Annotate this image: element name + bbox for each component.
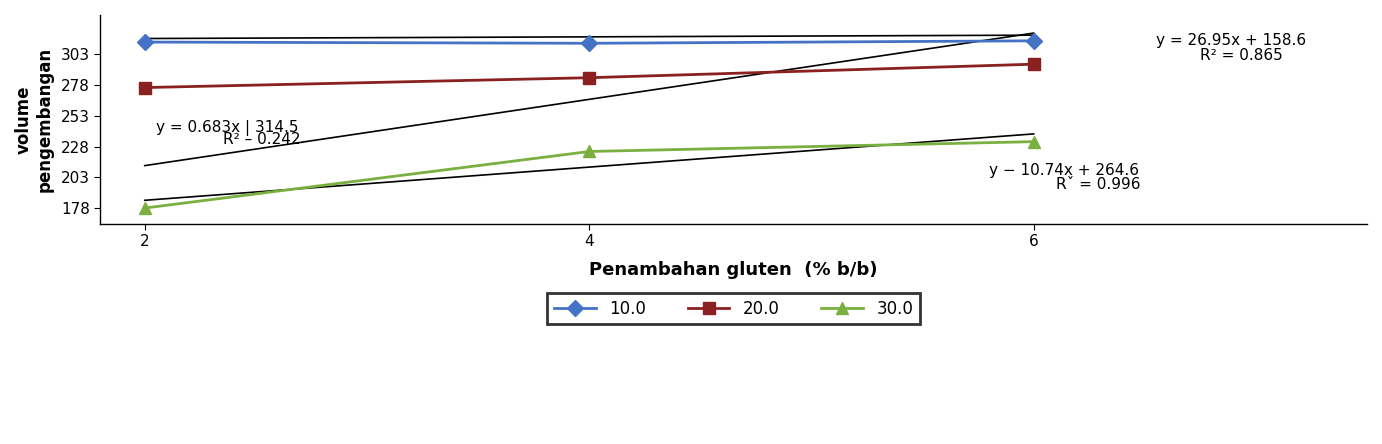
Legend: 10.0, 20.0, 30.0: 10.0, 20.0, 30.0 — [547, 293, 920, 325]
10.0 — [580, 40, 597, 46]
20.0 — [137, 85, 153, 90]
Text: Rˇ = 0.996: Rˇ = 0.996 — [1056, 177, 1140, 192]
10.0 — [137, 40, 153, 45]
30.0 — [137, 206, 153, 211]
20.0 — [580, 75, 597, 80]
Text: y = 26.95x + 158.6: y = 26.95x + 158.6 — [1155, 33, 1306, 48]
Text: y − 10.74x + 264.6: y − 10.74x + 264.6 — [990, 163, 1139, 178]
Line: 10.0: 10.0 — [140, 35, 1039, 49]
Y-axis label: volume
pengembangan: volume pengembangan — [15, 47, 54, 192]
X-axis label: Penambahan gluten  (% b/b): Penambahan gluten (% b/b) — [589, 261, 878, 278]
30.0 — [1025, 139, 1042, 144]
10.0 — [1025, 38, 1042, 44]
Text: R² = 0.865: R² = 0.865 — [1201, 48, 1282, 63]
30.0 — [580, 149, 597, 154]
Line: 30.0: 30.0 — [138, 135, 1039, 214]
Line: 20.0: 20.0 — [140, 59, 1039, 93]
20.0 — [1025, 62, 1042, 67]
Text: y = 0.683x | 314.5: y = 0.683x | 314.5 — [156, 119, 299, 135]
Text: R² – 0.242: R² – 0.242 — [223, 132, 300, 147]
